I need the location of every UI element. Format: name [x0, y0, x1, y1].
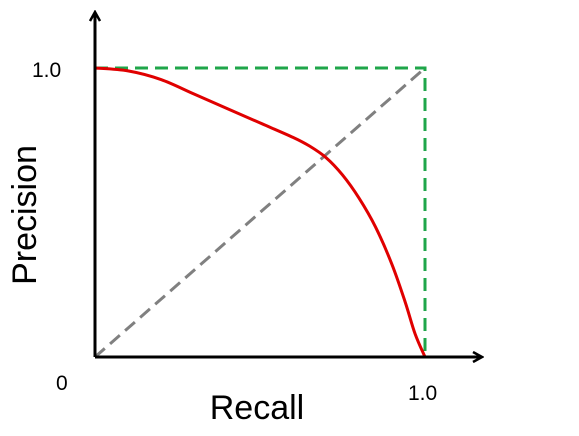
ideal-line: [95, 66, 427, 357]
x-tick-label: 1.0: [408, 382, 437, 405]
x-axis-title: Recall: [210, 389, 304, 427]
series-layer: [94, 66, 427, 359]
pr-curve-line: [94, 66, 427, 358]
y-tick-label: 1.0: [32, 59, 61, 82]
origin-label: 0: [56, 372, 68, 395]
diagonal-baseline-line: [94, 66, 426, 359]
y-axis-title: Precision: [6, 145, 44, 285]
